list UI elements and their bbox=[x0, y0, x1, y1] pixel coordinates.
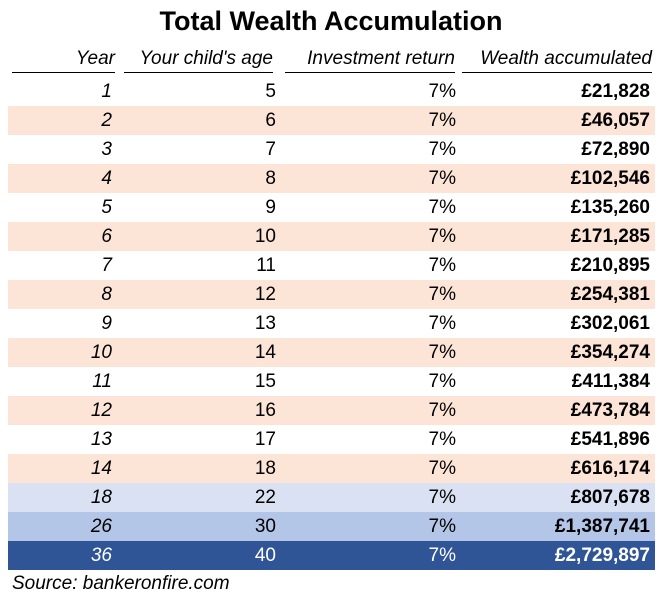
cell-investment-return: 7% bbox=[428, 429, 456, 450]
cell-year: 6 bbox=[101, 226, 112, 247]
cell-investment-return: 7% bbox=[428, 110, 456, 131]
cell-child-age: 5 bbox=[265, 81, 276, 102]
table-row: 13 17 7% £541,896 bbox=[8, 425, 655, 454]
cell-investment-return: 7% bbox=[428, 342, 456, 363]
cell-wealth: £210,895 bbox=[570, 255, 650, 276]
cell-child-age: 13 bbox=[254, 313, 276, 334]
cell-wealth: £2,729,897 bbox=[554, 545, 650, 566]
cell-child-age: 8 bbox=[265, 168, 276, 189]
cell-child-age: 14 bbox=[254, 342, 276, 363]
cell-year: 4 bbox=[101, 168, 112, 189]
cell-child-age: 40 bbox=[254, 545, 276, 566]
cell-wealth: £616,174 bbox=[570, 458, 650, 479]
cell-investment-return: 7% bbox=[428, 255, 456, 276]
cell-investment-return: 7% bbox=[428, 487, 456, 508]
cell-year: 3 bbox=[101, 139, 112, 160]
cell-investment-return: 7% bbox=[428, 545, 456, 566]
cell-child-age: 11 bbox=[256, 255, 276, 276]
header-investment-return: Investment return bbox=[285, 46, 455, 73]
cell-year: 13 bbox=[90, 429, 112, 450]
header-year: Year bbox=[12, 46, 115, 73]
cell-year: 26 bbox=[90, 516, 112, 537]
cell-wealth: £102,546 bbox=[570, 168, 650, 189]
cell-investment-return: 7% bbox=[428, 371, 456, 392]
table-row: 6 10 7% £171,285 bbox=[8, 222, 655, 251]
cell-investment-return: 7% bbox=[428, 516, 456, 537]
cell-wealth: £302,061 bbox=[570, 313, 650, 334]
cell-child-age: 6 bbox=[265, 110, 276, 131]
cell-year: 8 bbox=[101, 284, 112, 305]
cell-wealth: £354,274 bbox=[570, 342, 650, 363]
cell-year: 36 bbox=[90, 545, 112, 566]
cell-wealth: £46,057 bbox=[581, 110, 650, 131]
cell-investment-return: 7% bbox=[428, 197, 456, 218]
cell-wealth: £21,828 bbox=[581, 81, 650, 102]
cell-wealth: £171,285 bbox=[570, 226, 650, 247]
table-row: 7 11 7% £210,895 bbox=[8, 251, 655, 280]
table-title: Total Wealth Accumulation bbox=[159, 6, 503, 36]
cell-child-age: 12 bbox=[254, 284, 276, 305]
table-row: 12 16 7% £473,784 bbox=[8, 396, 655, 425]
cell-investment-return: 7% bbox=[428, 400, 456, 421]
cell-year: 10 bbox=[90, 342, 112, 363]
cell-child-age: 18 bbox=[254, 458, 276, 479]
cell-child-age: 10 bbox=[254, 226, 276, 247]
table-row: 3 7 7% £72,890 bbox=[8, 135, 655, 164]
cell-child-age: 15 bbox=[254, 371, 276, 392]
table-row: 1 5 7% £21,828 bbox=[8, 77, 655, 106]
table-row: 11 15 7% £411,384 bbox=[8, 367, 655, 396]
table-row: 2 6 7% £46,057 bbox=[8, 106, 655, 135]
cell-child-age: 9 bbox=[265, 197, 276, 218]
cell-year: 1 bbox=[101, 81, 112, 102]
cell-investment-return: 7% bbox=[428, 139, 456, 160]
cell-year: 9 bbox=[101, 313, 112, 334]
table-row: 4 8 7% £102,546 bbox=[8, 164, 655, 193]
cell-child-age: 16 bbox=[254, 400, 276, 421]
source-note: Source: bankeronfire.com bbox=[12, 573, 230, 594]
cell-investment-return: 7% bbox=[428, 313, 456, 334]
cell-wealth: £473,784 bbox=[570, 400, 650, 421]
cell-wealth: £254,381 bbox=[570, 284, 650, 305]
cell-investment-return: 7% bbox=[428, 226, 456, 247]
cell-investment-return: 7% bbox=[428, 168, 456, 189]
cell-wealth: £1,387,741 bbox=[554, 516, 650, 537]
cell-wealth: £807,678 bbox=[570, 487, 650, 508]
cell-investment-return: 7% bbox=[428, 284, 456, 305]
table-row: 9 13 7% £302,061 bbox=[8, 309, 655, 338]
table-row: 8 12 7% £254,381 bbox=[8, 280, 655, 309]
cell-child-age: 7 bbox=[265, 139, 276, 160]
table-row: 10 14 7% £354,274 bbox=[8, 338, 655, 367]
table-row: 26 30 7% £1,387,741 bbox=[8, 512, 655, 541]
cell-wealth: £135,260 bbox=[570, 197, 650, 218]
cell-year: 12 bbox=[90, 400, 112, 421]
table-row: 5 9 7% £135,260 bbox=[8, 193, 655, 222]
cell-child-age: 30 bbox=[254, 516, 276, 537]
header-child-age: Your child's age bbox=[124, 46, 273, 73]
cell-year: 11 bbox=[92, 371, 112, 392]
cell-year: 2 bbox=[101, 110, 112, 131]
cell-investment-return: 7% bbox=[428, 81, 456, 102]
header-wealth-accumulated: Wealth accumulated bbox=[462, 46, 652, 73]
cell-year: 7 bbox=[101, 255, 112, 276]
table-row: 36 40 7% £2,729,897 bbox=[8, 541, 655, 570]
cell-investment-return: 7% bbox=[428, 458, 456, 479]
table-row: 14 18 7% £616,174 bbox=[8, 454, 655, 483]
cell-year: 5 bbox=[101, 197, 112, 218]
cell-child-age: 17 bbox=[254, 429, 276, 450]
cell-wealth: £541,896 bbox=[570, 429, 650, 450]
cell-wealth: £411,384 bbox=[571, 371, 650, 392]
table-row: 18 22 7% £807,678 bbox=[8, 483, 655, 512]
cell-year: 14 bbox=[90, 458, 112, 479]
cell-child-age: 22 bbox=[254, 487, 276, 508]
cell-year: 18 bbox=[90, 487, 112, 508]
cell-wealth: £72,890 bbox=[581, 139, 650, 160]
